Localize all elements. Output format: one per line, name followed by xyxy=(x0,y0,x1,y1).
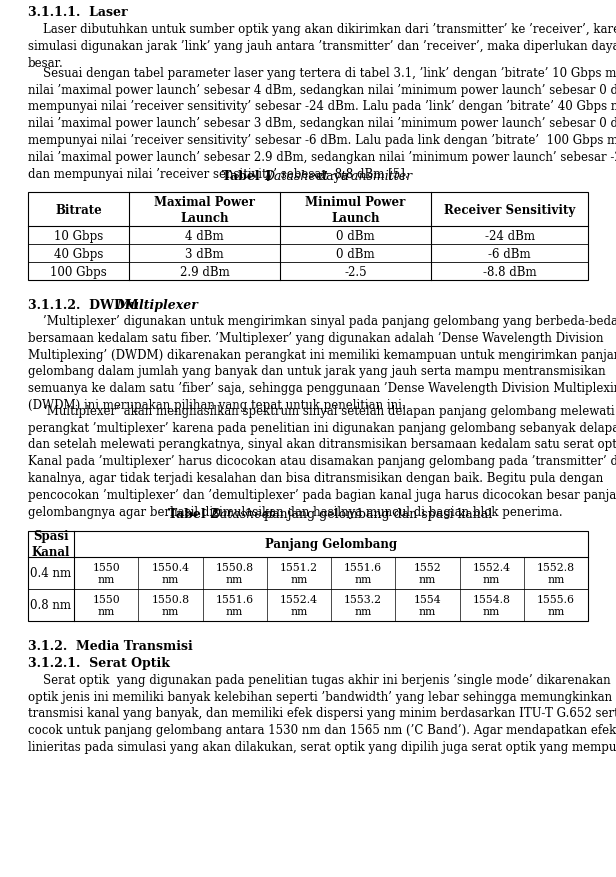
Text: 1550.8
nm: 1550.8 nm xyxy=(216,562,254,584)
Text: 0.8 nm: 0.8 nm xyxy=(31,598,71,611)
Text: 4 dBm: 4 dBm xyxy=(185,230,224,243)
Text: 1551.6
nm: 1551.6 nm xyxy=(344,562,382,584)
Text: ’Multiplexer’ akan menghasilkan spektrum sinyal setelah delapan panjang gelomban: ’Multiplexer’ akan menghasilkan spektrum… xyxy=(28,404,616,518)
Text: 100 Gbps: 100 Gbps xyxy=(50,266,107,279)
Text: Serat optik  yang digunakan pada penelitian tugas akhir ini berjenis ’single mod: Serat optik yang digunakan pada peneliti… xyxy=(28,673,616,753)
Text: Multiplexer: Multiplexer xyxy=(116,298,198,311)
Text: 0 dBm: 0 dBm xyxy=(336,230,375,243)
Text: Spasi
Kanal: Spasi Kanal xyxy=(32,530,70,559)
Text: panjang gelombang dan spasi kanal: panjang gelombang dan spasi kanal xyxy=(260,507,492,520)
Text: 3.1.1.1.  Laser: 3.1.1.1. Laser xyxy=(28,6,128,19)
Text: -24 dBm: -24 dBm xyxy=(485,230,535,243)
Text: 1550
nm: 1550 nm xyxy=(92,594,120,616)
Text: ’Multiplexer’ digunakan untuk mengirimkan sinyal pada panjang gelombang yang ber: ’Multiplexer’ digunakan untuk mengirimka… xyxy=(28,315,616,411)
Text: Tabel 2: Tabel 2 xyxy=(168,507,223,520)
Text: 1552.8
nm: 1552.8 nm xyxy=(537,562,575,584)
Text: Panjang Gelombang: Panjang Gelombang xyxy=(265,538,397,551)
Text: Minimul Power
Launch: Minimul Power Launch xyxy=(306,196,406,225)
Text: 3.1.2.1.  Serat Optik: 3.1.2.1. Serat Optik xyxy=(28,657,170,669)
Text: daya: daya xyxy=(314,169,352,182)
Text: 1552.4
nm: 1552.4 nm xyxy=(280,594,318,616)
Text: 40 Gbps: 40 Gbps xyxy=(54,247,103,260)
Text: transmitter: transmitter xyxy=(340,169,412,182)
Text: 3.1.1.2.  DWDM: 3.1.1.2. DWDM xyxy=(28,298,143,311)
Text: 1554.8
nm: 1554.8 nm xyxy=(472,594,511,616)
Text: Bitrate: Bitrate xyxy=(55,203,102,217)
Bar xyxy=(28,531,588,621)
Text: Laser dibutuhkan untuk sumber optik yang akan dikirimkan dari ’transmitter’ ke ’: Laser dibutuhkan untuk sumber optik yang… xyxy=(28,23,616,69)
Text: 2.9 dBm: 2.9 dBm xyxy=(179,266,229,279)
Text: 1550.8
nm: 1550.8 nm xyxy=(152,594,190,616)
Text: -2.5: -2.5 xyxy=(344,266,367,279)
Text: 0 dBm: 0 dBm xyxy=(336,247,375,260)
Text: 1552.4
nm: 1552.4 nm xyxy=(472,562,511,584)
Text: 10 Gbps: 10 Gbps xyxy=(54,230,103,243)
Text: Datasheet: Datasheet xyxy=(210,507,274,520)
Text: Receiver Sensitivity: Receiver Sensitivity xyxy=(444,203,575,217)
Bar xyxy=(28,193,588,282)
Text: -8.8 dBm: -8.8 dBm xyxy=(483,266,537,279)
Text: Datasheet: Datasheet xyxy=(264,169,328,182)
Text: 0.4 nm: 0.4 nm xyxy=(30,567,71,580)
Text: Tabel 1: Tabel 1 xyxy=(222,169,277,182)
Text: Sesuai dengan tabel parameter laser yang tertera di tabel 3.1, ’link’ dengan ’bi: Sesuai dengan tabel parameter laser yang… xyxy=(28,67,616,181)
Text: 1552
nm: 1552 nm xyxy=(413,562,441,584)
Text: 1551.6
nm: 1551.6 nm xyxy=(216,594,254,616)
Text: 3.1.2.  Media Transmisi: 3.1.2. Media Transmisi xyxy=(28,639,193,652)
Text: 1555.6
nm: 1555.6 nm xyxy=(537,594,575,616)
Text: 1553.2
nm: 1553.2 nm xyxy=(344,594,382,616)
Text: 1551.2
nm: 1551.2 nm xyxy=(280,562,318,584)
Text: 1554
nm: 1554 nm xyxy=(413,594,441,616)
Text: 3 dBm: 3 dBm xyxy=(185,247,224,260)
Text: -6 dBm: -6 dBm xyxy=(488,247,531,260)
Text: Maximal Power
Launch: Maximal Power Launch xyxy=(154,196,255,225)
Text: 1550.4
nm: 1550.4 nm xyxy=(152,562,189,584)
Text: 1550
nm: 1550 nm xyxy=(92,562,120,584)
